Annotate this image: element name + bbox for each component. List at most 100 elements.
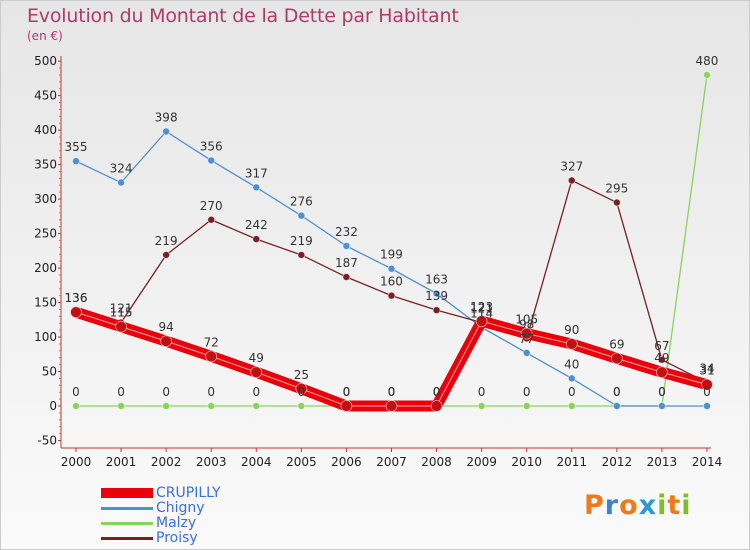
data-label-chigny: 324 (110, 162, 133, 176)
legend-swatch-crupilly (101, 488, 153, 498)
data-label-crupilly: 72 (204, 335, 219, 349)
data-label-malzy: 0 (117, 385, 125, 399)
data-label-chigny: 0 (703, 385, 711, 399)
data-label-proisy: 98 (519, 317, 534, 331)
data-point-crupilly (610, 352, 623, 365)
logo-letter: r (604, 490, 620, 521)
data-point-chigny (567, 374, 576, 383)
logo-letter: i (681, 490, 692, 521)
data-label-crupilly: 0 (433, 385, 441, 399)
data-point-crupilly (115, 320, 127, 333)
data-label-chigny: 77 (519, 332, 534, 346)
data-point-malzy (207, 402, 216, 410)
data-label-chigny: 0 (658, 385, 666, 399)
x-tick-label: 2011 (556, 455, 587, 469)
legend-label-proisy: Proisy (156, 530, 198, 546)
y-tick-label: -50 (37, 433, 57, 447)
data-label-crupilly: 0 (388, 385, 396, 399)
data-point-malzy (297, 402, 306, 410)
y-tick-label: 300 (34, 192, 57, 206)
data-point-crupilly (430, 400, 443, 412)
data-point-chigny (703, 402, 711, 410)
legend-label-malzy: Malzy (156, 515, 197, 531)
x-tick-label: 2006 (331, 455, 362, 469)
legend-swatch-proisy (101, 537, 153, 540)
chart-title: Evolution du Montant de la Dette par Hab… (27, 5, 459, 27)
data-point-malzy (117, 402, 125, 410)
data-point-proisy (342, 273, 351, 281)
data-label-chigny: 199 (380, 248, 403, 262)
data-label-crupilly: 90 (564, 323, 579, 337)
data-point-crupilly (565, 338, 578, 350)
x-tick-label: 2000 (61, 455, 92, 469)
data-label-chigny: 317 (245, 166, 268, 180)
logo-letter: x (638, 490, 658, 521)
y-tick-label: 250 (34, 227, 57, 241)
x-tick-label: 2005 (286, 455, 317, 469)
data-point-crupilly (475, 315, 488, 328)
x-tick-label: 2004 (241, 455, 272, 469)
data-label-malzy: 0 (568, 385, 576, 399)
data-label-malzy: 0 (523, 385, 531, 399)
data-point-malzy (252, 402, 261, 410)
data-label-proisy: 34 (699, 362, 714, 376)
data-label-malzy: 0 (433, 385, 441, 399)
data-label-chigny: 276 (290, 195, 313, 209)
data-point-proisy (432, 306, 441, 315)
data-point-chigny (297, 211, 306, 220)
data-label-chigny: 0 (613, 385, 621, 399)
data-label-proisy: 295 (605, 182, 628, 196)
data-point-chigny (162, 127, 171, 136)
data-label-malzy: 0 (162, 385, 170, 399)
data-point-malzy (703, 71, 711, 79)
data-point-malzy (567, 402, 576, 410)
data-label-proisy: 121 (470, 302, 493, 316)
data-label-crupilly: 49 (654, 351, 669, 365)
data-label-chigny: 398 (155, 110, 178, 124)
data-label-chigny: 114 (470, 306, 493, 320)
data-point-chigny (117, 178, 125, 187)
data-point-chigny (522, 348, 531, 357)
y-tick-label: 50 (42, 365, 57, 379)
data-label-crupilly: 105 (515, 313, 538, 327)
data-point-chigny (207, 156, 216, 165)
data-point-crupilly (295, 382, 308, 395)
data-label-proisy: 219 (155, 234, 178, 248)
data-label-proisy: 242 (245, 218, 268, 232)
data-label-crupilly: 94 (158, 320, 173, 334)
data-label-malzy: 0 (252, 385, 260, 399)
data-point-malzy (522, 402, 531, 410)
data-point-crupilly (205, 350, 218, 363)
data-label-crupilly: 49 (249, 351, 264, 365)
data-label-chigny: 355 (65, 140, 88, 154)
data-point-chigny (342, 242, 351, 250)
x-tick-label: 2001 (106, 455, 137, 469)
logo-letter: P (584, 490, 605, 521)
x-tick-label: 2002 (151, 455, 182, 469)
data-label-proisy: 270 (200, 199, 223, 213)
data-label-proisy: 160 (380, 275, 403, 289)
data-point-chigny (658, 402, 666, 410)
data-label-chigny: 163 (425, 273, 448, 287)
data-label-crupilly: 136 (65, 291, 88, 305)
y-tick-label: 450 (34, 89, 57, 103)
data-point-chigny (612, 402, 621, 410)
data-point-malzy (477, 402, 486, 410)
data-point-chigny (252, 183, 261, 192)
data-point-crupilly (520, 327, 533, 340)
data-point-malzy (162, 402, 171, 410)
chart-subtitle: (en €) (27, 29, 63, 43)
x-tick-label: 2009 (466, 455, 497, 469)
data-label-proisy: 139 (425, 289, 448, 303)
data-point-malzy (72, 402, 80, 410)
y-tick-label: 150 (34, 296, 57, 310)
data-point-crupilly (160, 335, 173, 348)
data-point-crupilly (250, 366, 263, 379)
logo-letter: o (619, 490, 639, 521)
y-tick-label: 100 (34, 330, 57, 344)
data-label-malzy: 0 (343, 385, 351, 399)
legend-label-chigny: Chigny (156, 500, 205, 516)
data-point-crupilly (701, 378, 713, 391)
x-tick-label: 2008 (421, 455, 452, 469)
data-label-malzy: 0 (388, 385, 396, 399)
